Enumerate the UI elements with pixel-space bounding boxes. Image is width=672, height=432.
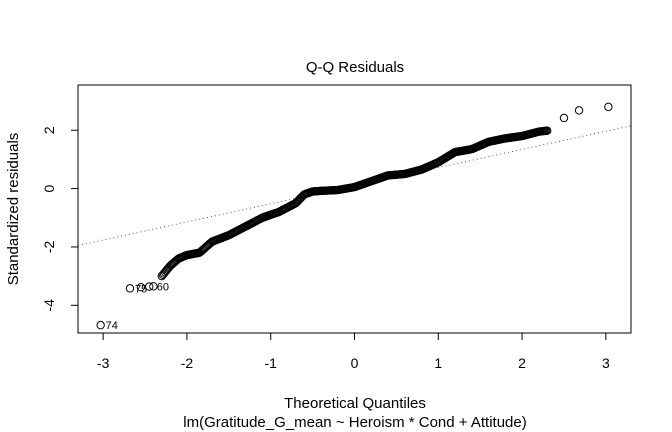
y-tick-label: 0 [41,184,57,192]
x-tick-label: 0 [351,355,359,371]
y-tick-label: 2 [41,126,57,134]
data-point [543,126,552,135]
x-axis-title: Theoretical Quantiles [284,395,426,412]
x-tick-label: -3 [97,355,110,371]
y-axis: -4 -2 0 2 [41,126,79,312]
x-axis: -3 -2 -1 0 1 2 3 [97,332,610,371]
point-label: 75 [135,283,147,295]
data-point [96,320,105,330]
x-tick-label: 3 [602,355,610,371]
point-label: 60 [157,282,169,294]
data-point [559,113,569,123]
data-points-layer [96,102,613,330]
chart-title: Q-Q Residuals [306,59,404,76]
point-labels-layer: 74 75 60 [106,282,169,333]
y-tick-label: -2 [41,240,57,253]
chart-subtitle: lm(Gratitude_G_mean ~ Heroism * Cond + A… [183,414,527,431]
point-label: 74 [106,320,118,332]
data-point [604,102,613,112]
x-tick-label: 2 [518,355,526,371]
x-tick-label: -1 [264,355,277,371]
data-point [136,282,146,292]
plot-frame [77,84,632,334]
y-tick-label: -4 [41,299,57,312]
data-point [145,282,154,291]
data-point [149,282,158,291]
data-point [125,284,135,293]
data-point [574,106,584,115]
x-tick-label: 1 [434,355,442,371]
x-tick-label: -2 [181,355,194,371]
y-axis-title: Standardized residuals [5,133,22,286]
